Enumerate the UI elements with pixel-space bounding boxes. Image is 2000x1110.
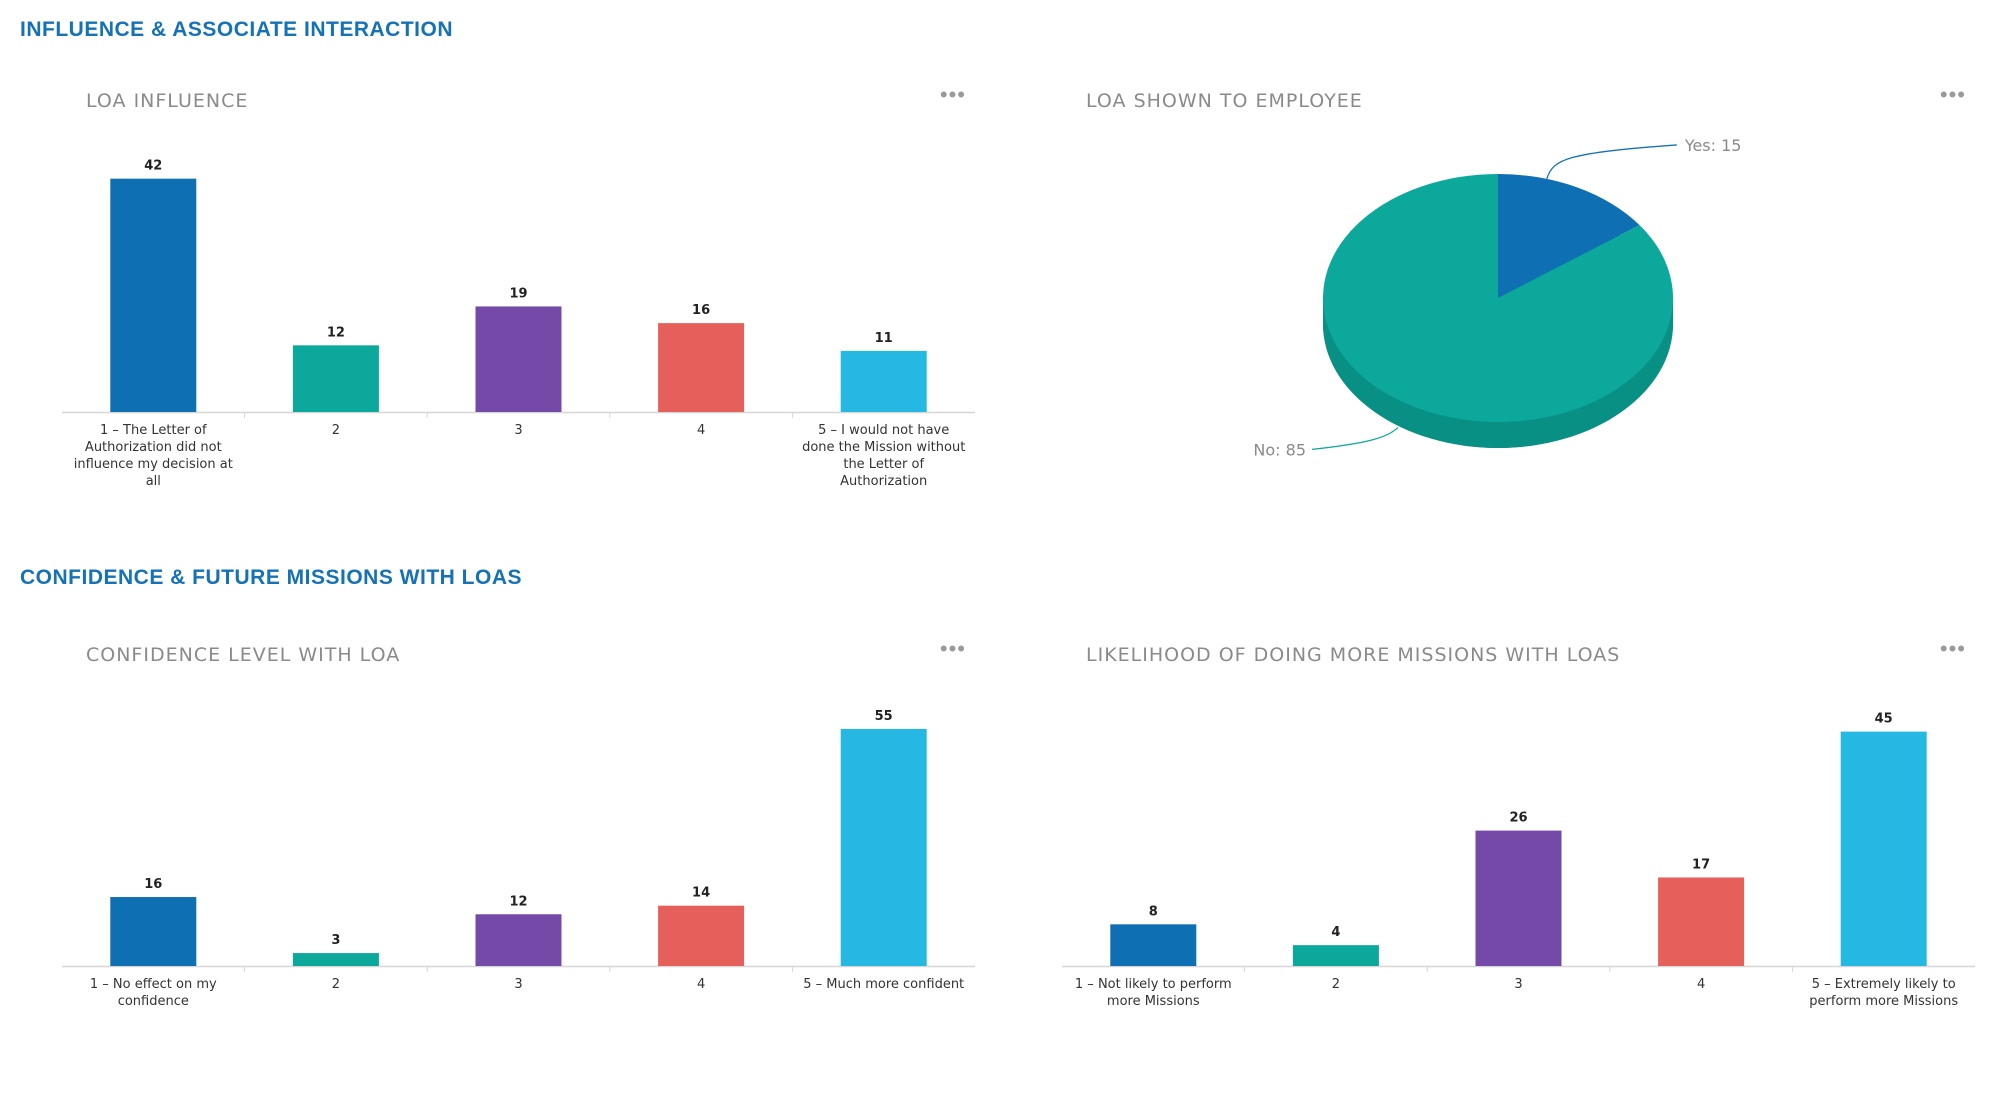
category-label: 2 bbox=[332, 423, 340, 438]
bar[interactable] bbox=[475, 914, 562, 966]
category-label: perform more Missions bbox=[1809, 994, 1958, 1009]
category-label: 4 bbox=[697, 977, 705, 992]
pie-label-yes: Yes: 15 bbox=[1684, 136, 1742, 155]
category-label: influence my decision at bbox=[74, 457, 233, 472]
pie-chart-loa-shown: Yes: 15 No: 85 bbox=[1253, 136, 1742, 459]
data-label: 12 bbox=[327, 325, 345, 340]
category-label: 2 bbox=[1332, 977, 1340, 992]
data-label: 4 bbox=[1331, 925, 1340, 940]
data-label: 11 bbox=[875, 331, 893, 346]
category-label: all bbox=[146, 474, 161, 489]
category-label: Authorization bbox=[840, 474, 927, 489]
pie-slice-yes[interactable] bbox=[1498, 174, 1640, 298]
category-label: done the Mission without bbox=[802, 440, 965, 455]
data-label: 42 bbox=[144, 159, 162, 174]
leader-line-yes bbox=[1546, 144, 1677, 180]
pie-slice-no[interactable] bbox=[1323, 174, 1673, 422]
category-label: 4 bbox=[1697, 977, 1705, 992]
data-label: 45 bbox=[1875, 712, 1893, 727]
category-label: 1 – No effect on my bbox=[90, 977, 217, 992]
chart-title: LOA INFLUENCE bbox=[86, 90, 249, 112]
data-label: 12 bbox=[509, 894, 527, 909]
category-label: 5 – I would not have bbox=[818, 423, 949, 438]
bar[interactable] bbox=[1658, 877, 1745, 966]
data-label: 17 bbox=[1692, 857, 1710, 872]
bar-chart-confidence: 16 1 – No effect on my confidence 3 2 12 3 14 4 5… bbox=[62, 709, 975, 1009]
data-label: 8 bbox=[1149, 904, 1158, 919]
data-label: 19 bbox=[509, 286, 527, 301]
category-label: Authorization did not bbox=[85, 440, 222, 455]
chart-title: LIKELIHOOD OF DOING MORE MISSIONS WITH L… bbox=[1086, 644, 1621, 666]
bar[interactable] bbox=[1110, 924, 1197, 966]
section-title-influence: INFLUENCE & ASSOCIATE INTERACTION bbox=[20, 18, 454, 41]
category-label: 5 – Much more confident bbox=[803, 977, 964, 992]
chart-title: CONFIDENCE LEVEL WITH LOA bbox=[86, 644, 401, 666]
category-label: 4 bbox=[697, 423, 705, 438]
bar[interactable] bbox=[1292, 945, 1379, 966]
data-label: 16 bbox=[144, 877, 162, 892]
bar[interactable] bbox=[292, 953, 379, 966]
bar[interactable] bbox=[110, 897, 197, 966]
bar[interactable] bbox=[658, 905, 745, 966]
bar[interactable] bbox=[292, 345, 379, 412]
category-label: 2 bbox=[332, 977, 340, 992]
bar[interactable] bbox=[840, 350, 927, 412]
category-label: 3 bbox=[514, 423, 522, 438]
data-label: 14 bbox=[692, 886, 710, 901]
category-label: more Missions bbox=[1107, 994, 1200, 1009]
bar[interactable] bbox=[1475, 830, 1562, 966]
category-label: 1 – The Letter of bbox=[100, 423, 207, 438]
bar[interactable] bbox=[475, 306, 562, 412]
category-label: 3 bbox=[1514, 977, 1522, 992]
bar[interactable] bbox=[658, 323, 745, 412]
category-label: confidence bbox=[118, 994, 189, 1009]
chart-panel-loa-shown: LOA SHOWN TO EMPLOYEE ••• Yes: 15 No: 85 bbox=[1020, 84, 1980, 556]
data-label: 3 bbox=[331, 933, 340, 948]
category-label: 3 bbox=[514, 977, 522, 992]
data-label: 16 bbox=[692, 303, 710, 318]
bar[interactable] bbox=[1840, 731, 1927, 966]
category-label: the Letter of bbox=[843, 457, 924, 472]
bar[interactable] bbox=[110, 178, 197, 412]
data-label: 55 bbox=[875, 709, 893, 724]
section-title-confidence: CONFIDENCE & FUTURE MISSIONS WITH LOAS bbox=[20, 566, 522, 589]
chart-panel-loa-influence: LOA INFLUENCE ••• 42 1 – The Letter of Aut… bbox=[20, 84, 980, 556]
data-label: 26 bbox=[1509, 811, 1527, 826]
leader-line-no bbox=[1311, 426, 1399, 451]
chart-panel-confidence: CONFIDENCE LEVEL WITH LOA ••• 16 1 – No e… bbox=[20, 638, 980, 1110]
chart-panel-likelihood: LIKELIHOOD OF DOING MORE MISSIONS WITH L… bbox=[1020, 638, 1980, 1110]
pie-label-no: No: 85 bbox=[1253, 440, 1306, 459]
bar[interactable] bbox=[840, 728, 927, 966]
category-label: 1 – Not likely to perform bbox=[1075, 977, 1232, 992]
category-label: 5 – Extremely likely to bbox=[1812, 977, 1956, 992]
chart-title: LOA SHOWN TO EMPLOYEE bbox=[1086, 90, 1363, 112]
bar-chart-likelihood: 8 1 – Not likely to perform more Missions 4… bbox=[1062, 712, 1975, 1009]
